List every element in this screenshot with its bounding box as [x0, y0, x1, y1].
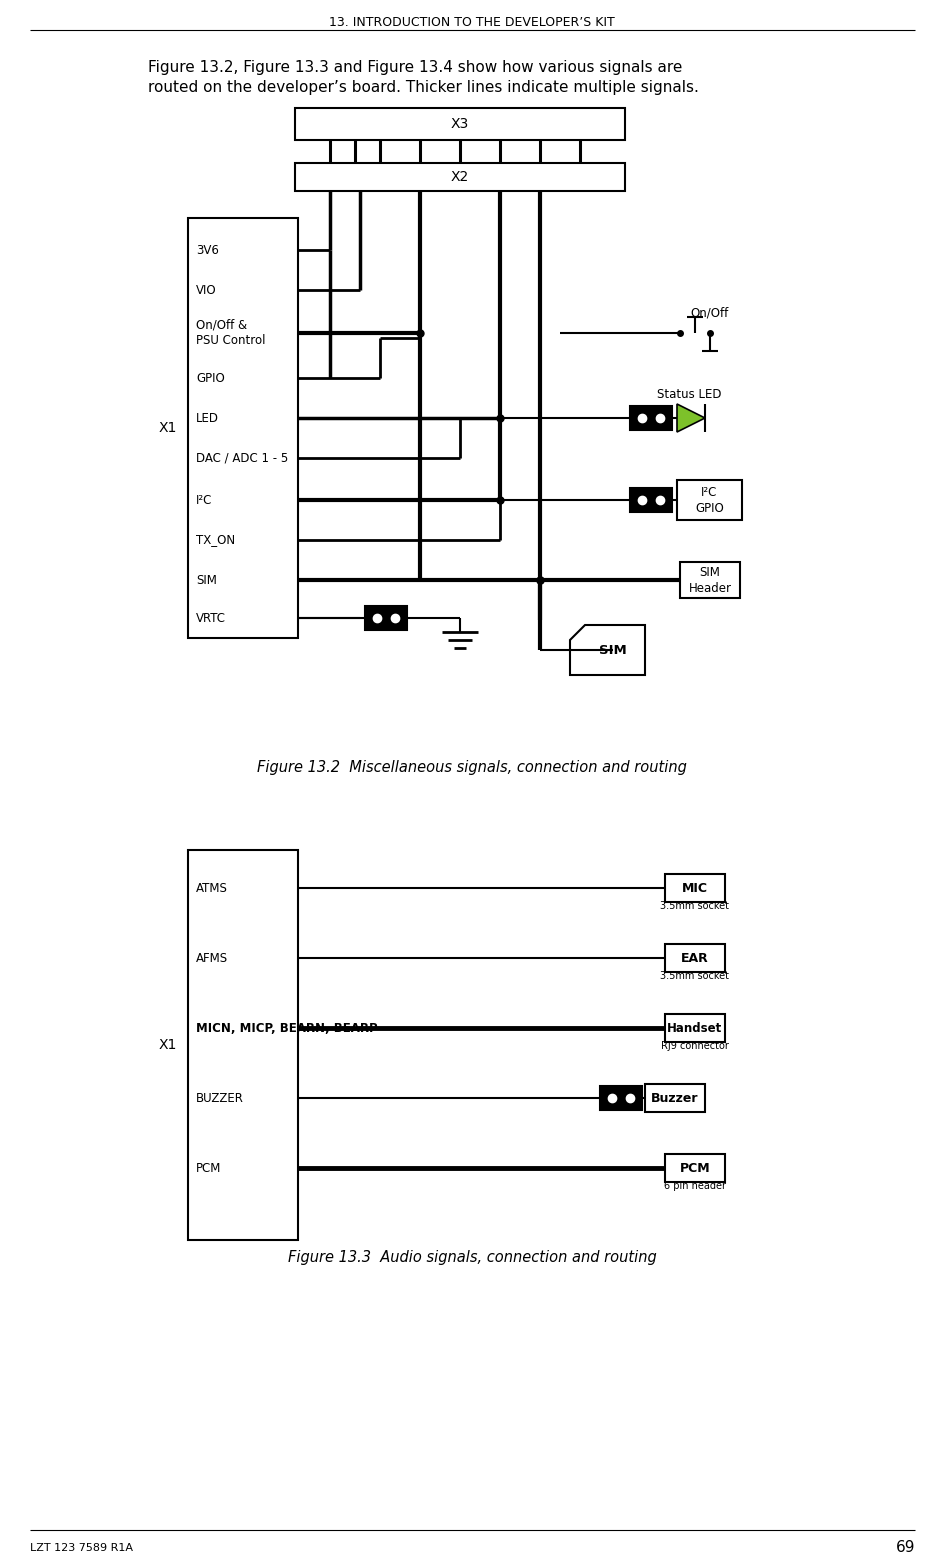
Text: Figure 13.2, Figure 13.3 and Figure 13.4 show how various signals are: Figure 13.2, Figure 13.3 and Figure 13.4…: [148, 59, 682, 75]
Text: VIO: VIO: [195, 283, 216, 297]
Text: I²C: I²C: [195, 494, 212, 506]
Text: X1: X1: [159, 1038, 177, 1052]
Bar: [295, 108, 624, 141]
Text: I²C: I²C: [700, 486, 716, 499]
Text: LED: LED: [195, 411, 219, 425]
Bar: [676, 480, 741, 520]
Text: Figure 13.3  Audio signals, connection and routing: Figure 13.3 Audio signals, connection an…: [287, 1250, 656, 1264]
Text: Buzzer: Buzzer: [650, 1091, 698, 1105]
Text: PCM: PCM: [679, 1161, 710, 1174]
Text: Figure 13.2  Miscellaneous signals, connection and routing: Figure 13.2 Miscellaneous signals, conne…: [257, 760, 686, 775]
Text: AFMS: AFMS: [195, 952, 228, 964]
Text: RJ9 connector: RJ9 connector: [661, 1041, 728, 1050]
Text: PSU Control: PSU Control: [195, 334, 265, 347]
Bar: [599, 1086, 641, 1110]
Text: MICN, MICP, BEARN, BEARP: MICN, MICP, BEARN, BEARP: [195, 1022, 378, 1035]
Text: ATMS: ATMS: [195, 882, 228, 894]
Bar: [665, 1153, 724, 1182]
Text: PCM: PCM: [195, 1161, 221, 1174]
Text: GPIO: GPIO: [195, 372, 225, 384]
Text: 6 pin header: 6 pin header: [664, 1182, 725, 1191]
Text: 3.5mm socket: 3.5mm socket: [660, 900, 729, 911]
Bar: [630, 406, 671, 430]
Bar: [665, 1014, 724, 1043]
Text: 13. INTRODUCTION TO THE DEVELOPER’S KIT: 13. INTRODUCTION TO THE DEVELOPER’S KIT: [329, 16, 615, 28]
Polygon shape: [569, 625, 645, 675]
Bar: [295, 163, 624, 191]
Text: EAR: EAR: [681, 952, 708, 964]
Text: Status LED: Status LED: [656, 388, 720, 400]
Text: 3V6: 3V6: [195, 244, 219, 256]
Text: Header: Header: [688, 581, 731, 594]
Bar: [645, 1085, 704, 1111]
Text: SIM: SIM: [598, 644, 626, 656]
Bar: [188, 850, 297, 1239]
Text: LZT 123 7589 R1A: LZT 123 7589 R1A: [30, 1543, 133, 1554]
Polygon shape: [676, 403, 704, 431]
Text: SIM: SIM: [699, 566, 719, 578]
Text: TX_ON: TX_ON: [195, 533, 235, 547]
Text: 69: 69: [895, 1541, 914, 1555]
Bar: [665, 874, 724, 902]
Text: 3.5mm socket: 3.5mm socket: [660, 971, 729, 982]
Bar: [680, 563, 739, 599]
Text: GPIO: GPIO: [695, 502, 723, 514]
Text: VRTC: VRTC: [195, 611, 226, 625]
Text: On/Off &: On/Off &: [195, 319, 247, 331]
Text: MIC: MIC: [682, 882, 707, 894]
Text: BUZZER: BUZZER: [195, 1091, 244, 1105]
Text: Handset: Handset: [666, 1022, 722, 1035]
Text: On/Off: On/Off: [689, 306, 728, 319]
Text: X3: X3: [450, 117, 468, 131]
Text: X1: X1: [159, 420, 177, 435]
Text: routed on the developer’s board. Thicker lines indicate multiple signals.: routed on the developer’s board. Thicker…: [148, 80, 699, 95]
Text: X2: X2: [450, 170, 468, 184]
Bar: [630, 488, 671, 513]
Text: DAC / ADC 1 - 5: DAC / ADC 1 - 5: [195, 452, 288, 464]
Bar: [188, 217, 297, 638]
Text: SIM: SIM: [195, 574, 216, 586]
Bar: [665, 944, 724, 972]
Bar: [364, 606, 407, 630]
